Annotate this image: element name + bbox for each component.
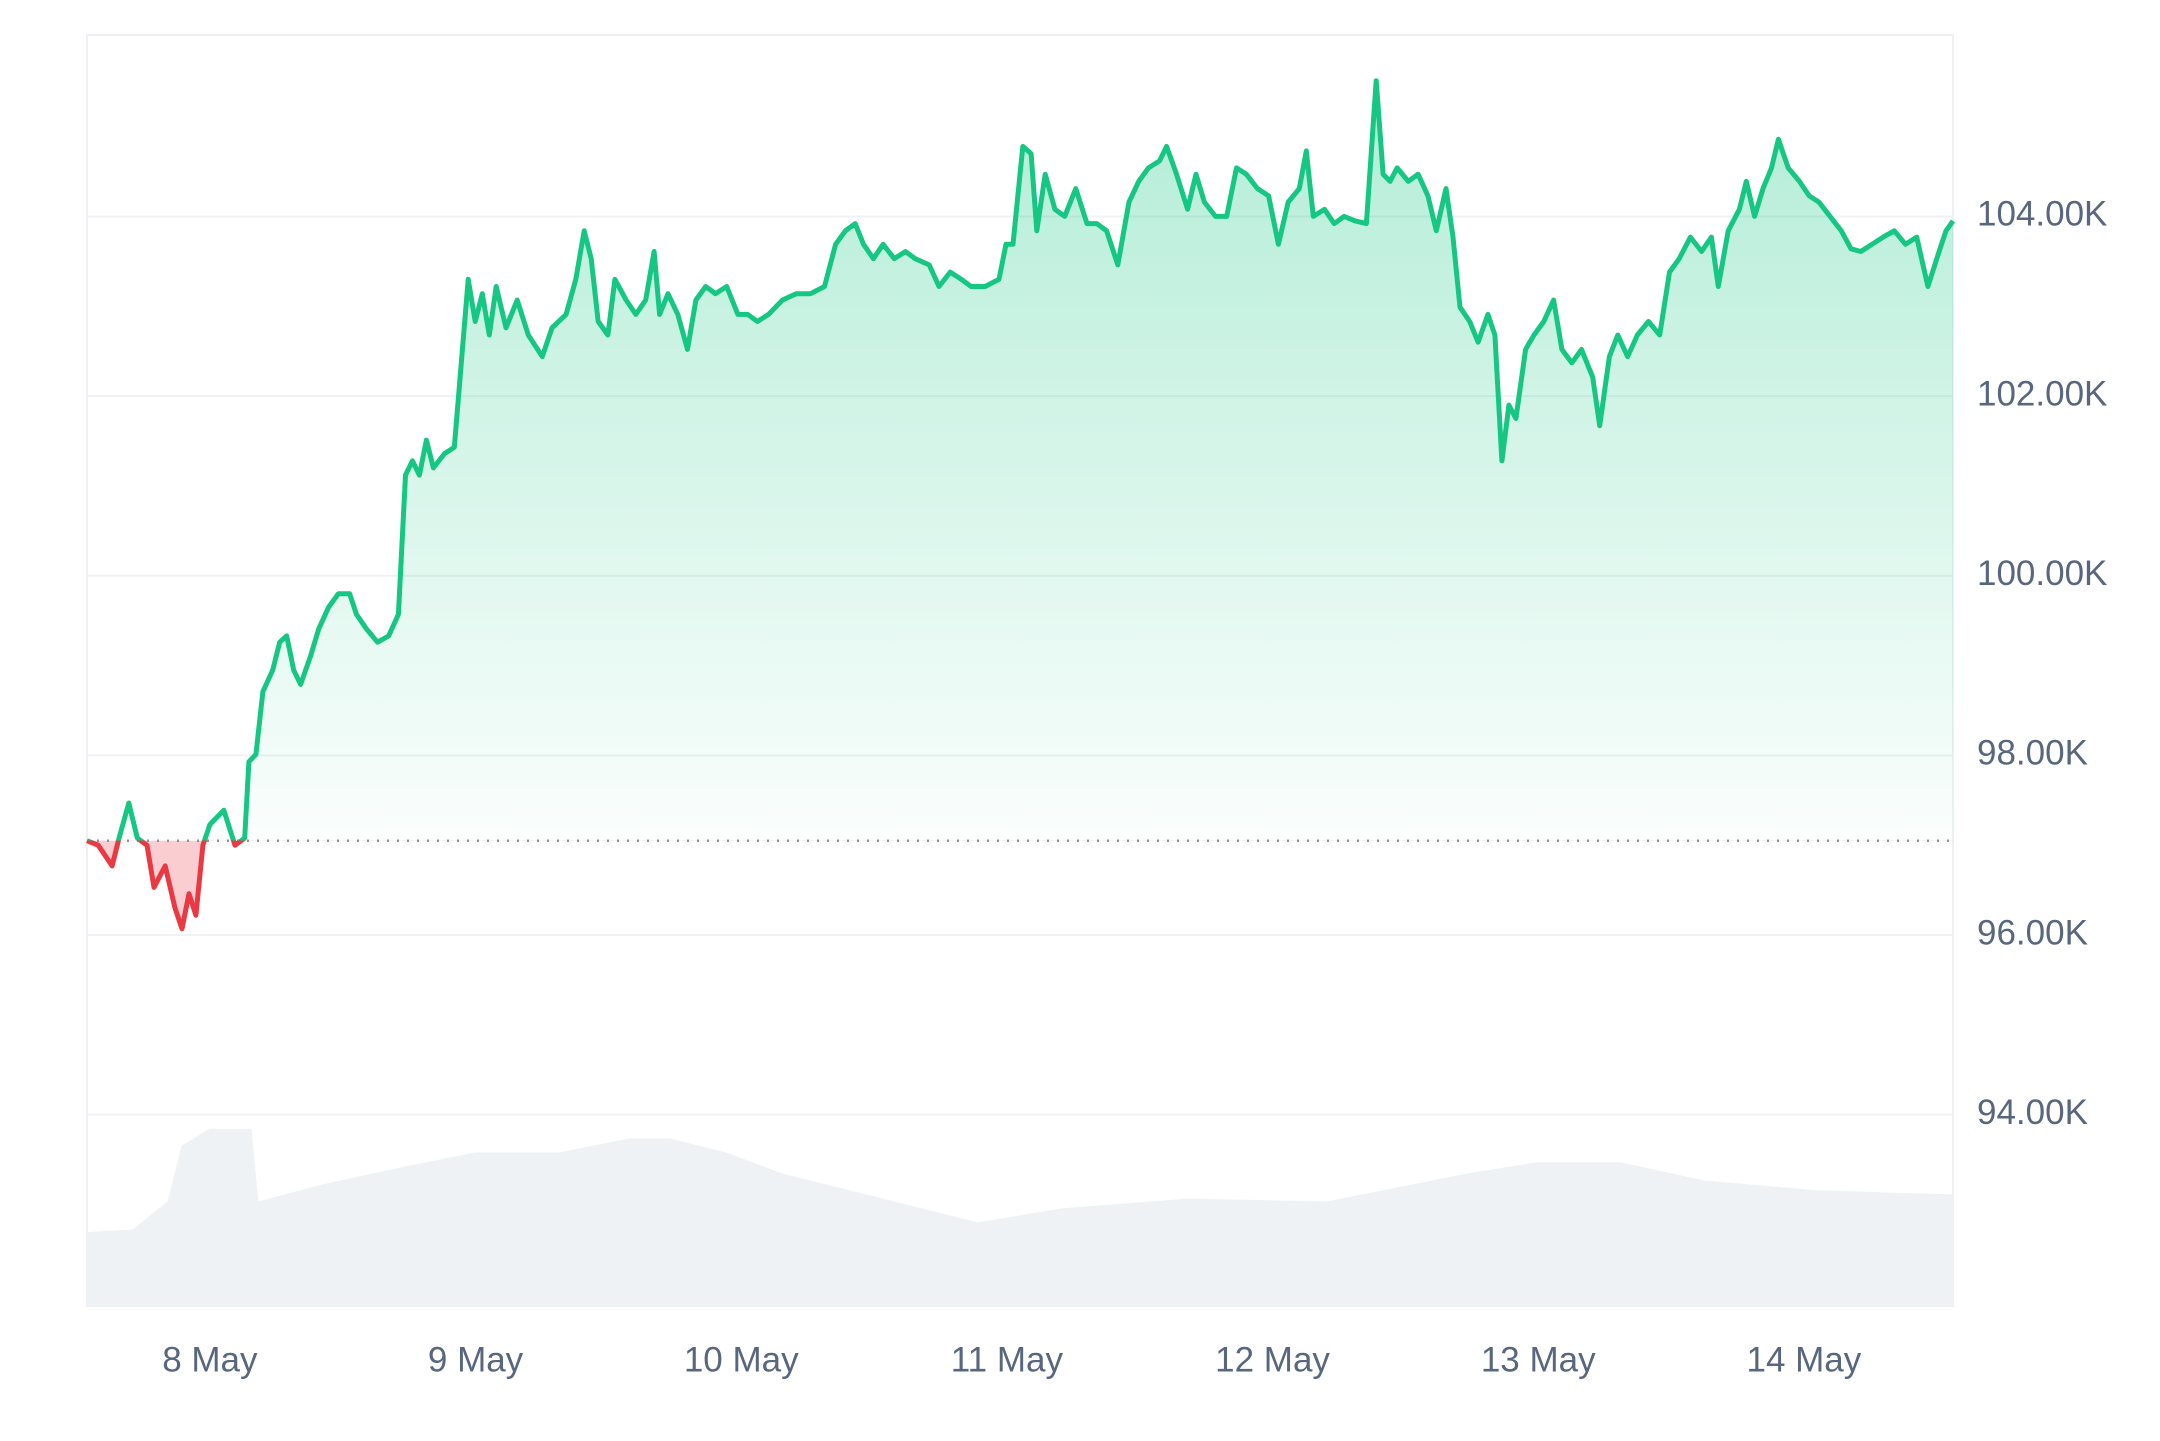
y-tick-label: 98.00K [1977, 734, 2088, 773]
y-tick-label: 102.00K [1977, 374, 2107, 413]
x-tick-label: 14 May [1747, 1340, 1862, 1379]
x-tick-label: 13 May [1481, 1340, 1596, 1379]
y-tick-label: 104.00K [1977, 195, 2107, 234]
y-tick-label: 94.00K [1977, 1093, 2088, 1132]
x-tick-label: 10 May [684, 1340, 799, 1379]
y-tick-label: 96.00K [1977, 913, 2088, 952]
price-line [86, 78, 1956, 932]
x-tick-label: 11 May [951, 1340, 1064, 1379]
volume-area [86, 1128, 1954, 1307]
y-tick-label: 100.00K [1977, 554, 2107, 593]
x-tick-label: 8 May [162, 1340, 258, 1379]
x-tick-label: 9 May [428, 1340, 524, 1379]
x-tick-label: 12 May [1215, 1340, 1330, 1379]
area-fill [87, 80, 1953, 929]
volume-shape [86, 1128, 1954, 1307]
